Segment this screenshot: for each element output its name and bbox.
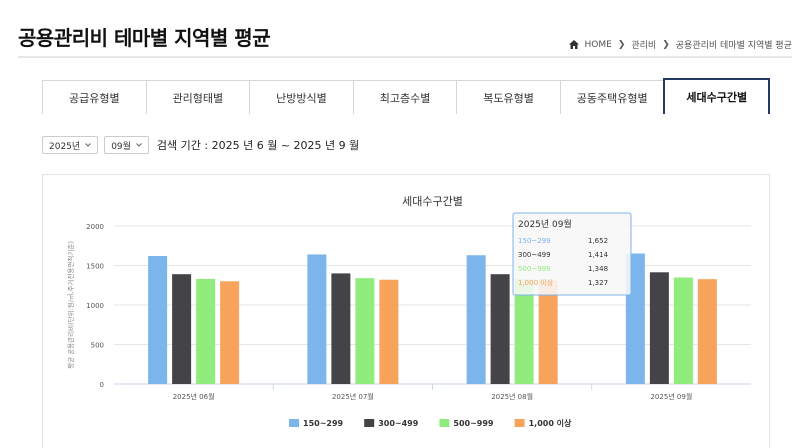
page-title: 공용관리비 테마별 지역별 평균 — [18, 26, 271, 50]
tooltip-box — [512, 212, 632, 296]
tab-max-floors[interactable]: 최고층수별 — [352, 80, 458, 114]
tooltip-series-value: 1,414 — [588, 251, 609, 259]
bar-500-999-2 — [355, 278, 375, 384]
month-select[interactable]: 09월 — [104, 136, 149, 154]
filter-bar: 2025년 09월 검색 기간 : 2025 년 6 월 ~ 2025 년 9 … — [42, 136, 359, 154]
y-tick-label: 500 — [91, 342, 104, 350]
title-divider — [18, 56, 792, 58]
bar-500-999-4 — [673, 277, 693, 384]
bar-300-499-4 — [649, 272, 669, 384]
x-tick-label: 2025년 09월 — [650, 392, 692, 401]
y-tick-label: 2000 — [86, 223, 104, 231]
y-tick-label: 1000 — [86, 302, 104, 310]
breadcrumb-item[interactable]: 관리비 — [631, 41, 657, 51]
tooltip-title: 2025년 09월 — [518, 218, 572, 230]
tooltip-series-name: 300~499 — [518, 251, 551, 259]
month-select-value: 09월 — [111, 141, 131, 152]
bar-300-499-1 — [172, 274, 192, 384]
tab-supply-type[interactable]: 공급유형별 — [42, 80, 147, 114]
legend-label: 1,000 이상 — [529, 418, 572, 428]
bar-150-299-2 — [307, 254, 327, 384]
legend-swatch — [289, 419, 299, 427]
bar-300-499-2 — [331, 273, 351, 384]
breadcrumb-home[interactable]: HOME — [584, 39, 612, 50]
tooltip-series-name: 1,000 이상 — [518, 278, 554, 287]
y-tick-label: 1500 — [86, 263, 104, 271]
breadcrumb: HOME ❯ 관리비 ❯ 공용관리비 테마별 지역별 평균 — [568, 38, 792, 51]
bar-150-299-1 — [148, 256, 168, 384]
chevron-down-icon — [136, 143, 142, 147]
bar-500-999-1 — [196, 278, 216, 384]
bar-1-000--2 — [379, 279, 399, 384]
tab-corridor-type[interactable]: 복도유형별 — [456, 80, 561, 114]
bar-1-000--3 — [538, 280, 558, 384]
home-icon[interactable] — [568, 40, 579, 49]
legend-swatch — [514, 419, 525, 427]
legend-label: 500~999 — [453, 419, 494, 428]
tooltip-series-value: 1,327 — [588, 279, 608, 287]
bar-1-000--4 — [697, 279, 717, 384]
tab-bar: 공급유형별 관리형태별 난방방식별 최고층수별 복도유형별 공동주택유형별 세대… — [42, 78, 771, 114]
breadcrumb-current: 공용관리비 테마별 지역별 평균 — [675, 41, 792, 51]
bar-300-499-3 — [490, 274, 510, 384]
search-period-text: 검색 기간 : 2025 년 6 월 ~ 2025 년 9 월 — [156, 139, 360, 152]
tab-household-range[interactable]: 세대수구간별 — [663, 78, 771, 114]
bar-1-000--1 — [220, 281, 240, 384]
year-select[interactable]: 2025년 — [42, 136, 99, 154]
x-tick-label: 2025년 08월 — [491, 392, 533, 401]
tab-heating-type[interactable]: 난방방식별 — [249, 80, 354, 114]
chevron-down-icon — [85, 143, 92, 147]
legend-label: 300~499 — [378, 419, 419, 428]
tooltip-series-value: 1,348 — [588, 265, 608, 273]
chart-title: 세대수구간별 — [402, 195, 463, 208]
x-tick-label: 2025년 07월 — [332, 392, 374, 401]
legend-label: 150~299 — [303, 419, 344, 428]
tooltip-series-name: 150~299 — [518, 237, 551, 245]
tooltip-series-value: 1,652 — [588, 237, 608, 245]
chevron-right-icon: ❯ — [662, 39, 670, 50]
legend-swatch — [364, 419, 375, 427]
bar-150-299-3 — [466, 255, 486, 384]
y-tick-label: 0 — [100, 381, 104, 389]
chevron-right-icon: ❯ — [617, 39, 626, 50]
tooltip-series-name: 500~999 — [518, 265, 551, 273]
tab-management-type[interactable]: 관리형태별 — [145, 80, 251, 114]
tab-housing-type[interactable]: 공동주택유형별 — [559, 80, 665, 114]
year-select-value: 2025년 — [49, 141, 81, 152]
legend-swatch — [439, 419, 450, 427]
bar-500-999-3 — [514, 278, 534, 384]
x-tick-label: 2025년 06월 — [173, 392, 215, 401]
y-axis-label: 평균 공용관리비(단위:원/㎡,주거전용면적기준) — [66, 241, 75, 369]
